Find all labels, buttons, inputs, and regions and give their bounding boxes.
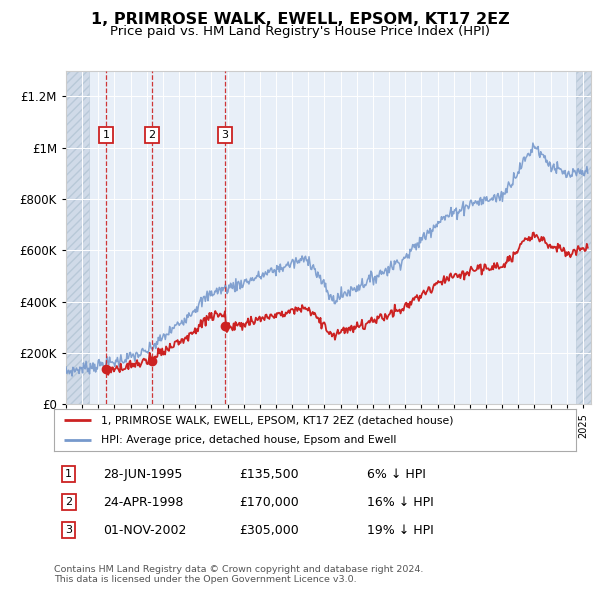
Text: 1: 1 xyxy=(103,130,110,140)
Text: 24-APR-1998: 24-APR-1998 xyxy=(104,496,184,509)
Text: £170,000: £170,000 xyxy=(239,496,299,509)
Text: 28-JUN-1995: 28-JUN-1995 xyxy=(104,468,183,481)
Text: Contains HM Land Registry data © Crown copyright and database right 2024.
This d: Contains HM Land Registry data © Crown c… xyxy=(54,565,424,584)
Text: 16% ↓ HPI: 16% ↓ HPI xyxy=(367,496,434,509)
Text: 1, PRIMROSE WALK, EWELL, EPSOM, KT17 2EZ (detached house): 1, PRIMROSE WALK, EWELL, EPSOM, KT17 2EZ… xyxy=(101,415,454,425)
Bar xyxy=(66,71,89,404)
Text: £135,500: £135,500 xyxy=(239,468,299,481)
Text: HPI: Average price, detached house, Epsom and Ewell: HPI: Average price, detached house, Epso… xyxy=(101,435,397,445)
Text: 2: 2 xyxy=(65,497,72,507)
Bar xyxy=(577,71,591,404)
Text: Price paid vs. HM Land Registry's House Price Index (HPI): Price paid vs. HM Land Registry's House … xyxy=(110,25,490,38)
Text: 1, PRIMROSE WALK, EWELL, EPSOM, KT17 2EZ: 1, PRIMROSE WALK, EWELL, EPSOM, KT17 2EZ xyxy=(91,12,509,27)
Text: £305,000: £305,000 xyxy=(239,523,299,536)
Text: 2: 2 xyxy=(148,130,155,140)
Text: 01-NOV-2002: 01-NOV-2002 xyxy=(104,523,187,536)
Text: 6% ↓ HPI: 6% ↓ HPI xyxy=(367,468,426,481)
Text: 3: 3 xyxy=(65,525,72,535)
Text: 19% ↓ HPI: 19% ↓ HPI xyxy=(367,523,434,536)
Text: 1: 1 xyxy=(65,469,72,479)
Text: 3: 3 xyxy=(221,130,229,140)
